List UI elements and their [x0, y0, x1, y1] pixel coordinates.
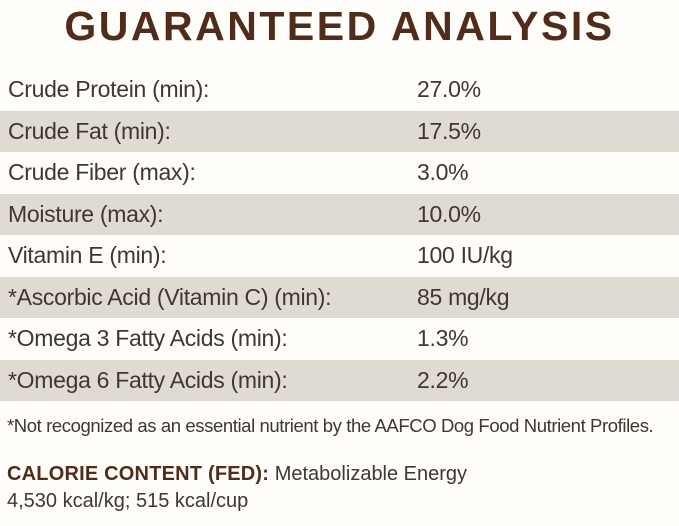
table-row-omega-6: *Omega 6 Fatty Acids (min): 2.2%: [0, 359, 679, 401]
row-label: *Omega 6 Fatty Acids (min):: [8, 366, 288, 393]
aafco-footnote: *Not recognized as an essential nutrient…: [7, 415, 654, 436]
row-label: Crude Fiber (max):: [8, 159, 196, 186]
row-value: 1.3%: [417, 325, 469, 352]
calorie-content-subtitle: Metabolizable Energy: [274, 463, 468, 485]
table-row-omega-3: *Omega 3 Fatty Acids (min): 1.3%: [0, 318, 679, 360]
table-row-moisture: Moisture (max): 10.0%: [0, 193, 679, 235]
row-value: 3.0%: [417, 159, 469, 186]
row-value: 100 IU/kg: [417, 242, 513, 269]
calorie-content-heading: CALORIE CONTENT (FED):: [7, 463, 270, 485]
row-value: 85 mg/kg: [417, 283, 510, 310]
calorie-content-section: CALORIE CONTENT (FED): Metabolizable Ene…: [0, 461, 679, 515]
analysis-table: Crude Protein (min): 27.0% Crude Fat (mi…: [0, 69, 679, 401]
row-label: *Omega 3 Fatty Acids (min):: [8, 325, 288, 352]
row-label: Moisture (max):: [8, 200, 164, 227]
page-title: GUARANTEED ANALYSIS: [64, 3, 615, 49]
calorie-values: 4,530 kcal/kg; 515 kcal/cup: [7, 490, 249, 512]
row-value: 17.5%: [417, 117, 481, 144]
row-label: *Ascorbic Acid (Vitamin C) (min):: [8, 283, 332, 310]
table-row-vitamin-e: Vitamin E (min): 100 IU/kg: [0, 235, 679, 277]
row-value: 2.2%: [417, 366, 469, 393]
row-label: Crude Protein (min):: [8, 76, 210, 103]
table-row-crude-fat: Crude Fat (min): 17.5%: [0, 110, 679, 152]
row-value: 27.0%: [417, 76, 481, 103]
table-row-ascorbic-acid: *Ascorbic Acid (Vitamin C) (min): 85 mg/…: [0, 276, 679, 318]
row-label: Vitamin E (min):: [8, 242, 167, 269]
row-label: Crude Fat (min):: [8, 117, 171, 144]
calorie-content-line: CALORIE CONTENT (FED): Metabolizable Ene…: [7, 461, 679, 488]
table-row-crude-fiber: Crude Fiber (max): 3.0%: [0, 152, 679, 194]
table-row-crude-protein: Crude Protein (min): 27.0%: [0, 69, 679, 111]
row-value: 10.0%: [417, 200, 481, 227]
guaranteed-analysis-label: GUARANTEED ANALYSIS Crude Protein (min):…: [0, 4, 679, 526]
